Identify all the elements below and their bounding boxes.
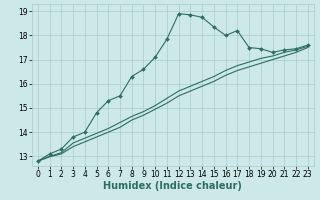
X-axis label: Humidex (Indice chaleur): Humidex (Indice chaleur) <box>103 181 242 191</box>
